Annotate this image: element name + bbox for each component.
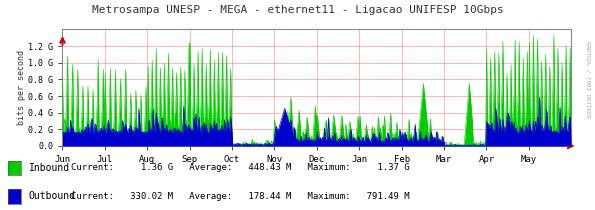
Text: RRDTOOL / TOBI OETIKER: RRDTOOL / TOBI OETIKER: [585, 41, 590, 118]
Text: Metrosampa UNESP - MEGA - ethernet11 - Ligacao UNIFESP 10Gbps: Metrosampa UNESP - MEGA - ethernet11 - L…: [92, 5, 503, 15]
Text: Inbound: Inbound: [29, 163, 70, 173]
Text: Outbound: Outbound: [29, 191, 76, 201]
Text: Current:   330.02 M   Average:   178.44 M   Maximum:   791.49 M: Current: 330.02 M Average: 178.44 M Maxi…: [71, 192, 410, 201]
Y-axis label: bits per second: bits per second: [17, 50, 26, 125]
Text: Current:     1.36 G   Average:   448.43 M   Maximum:     1.37 G: Current: 1.36 G Average: 448.43 M Maximu…: [71, 164, 410, 172]
